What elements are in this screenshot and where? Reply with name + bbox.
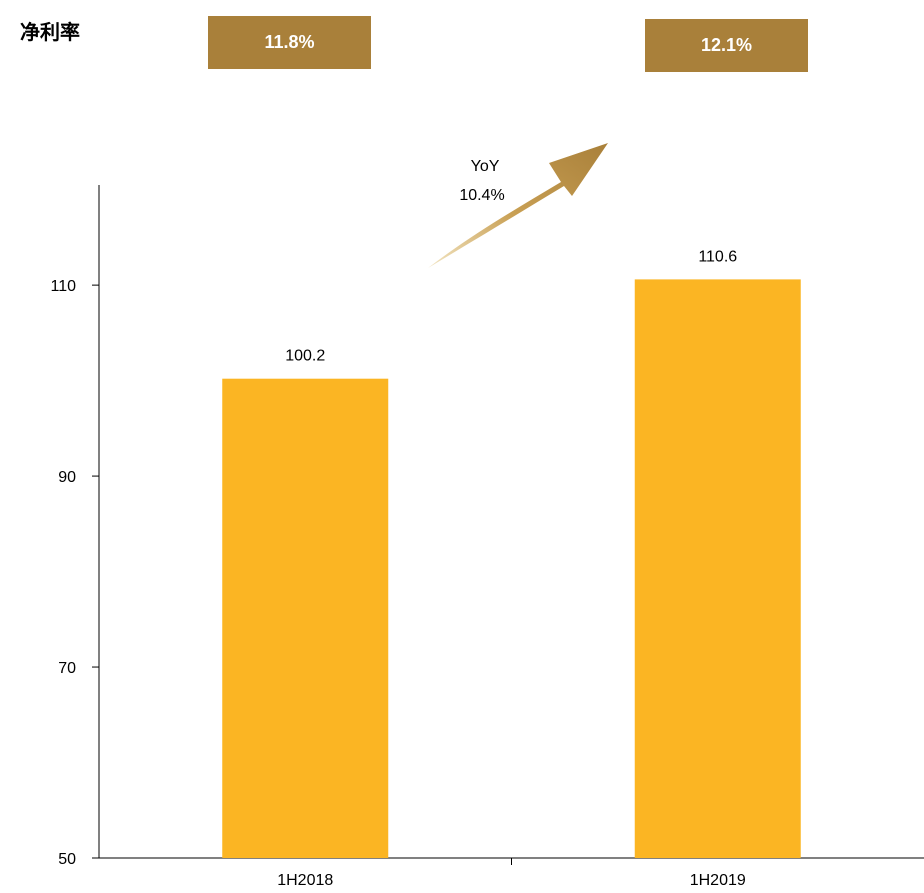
bar-1H2019: [634, 279, 801, 858]
y-tick-label: 70: [58, 660, 76, 677]
net-margin-box-1h2019: 12.1%: [645, 19, 808, 72]
yoy-value: 10.4%: [459, 187, 504, 204]
y-tick-label: 110: [50, 278, 76, 295]
net-margin-box-1h2018: 11.8%: [208, 16, 371, 69]
y-tick-label: 50: [58, 851, 76, 868]
yoy-label: YoY: [471, 158, 500, 175]
x-tick-label-1H2019: 1H2019: [690, 872, 746, 889]
data-label-1H2018: 100.2: [285, 348, 325, 365]
data-label-1H2019: 110.6: [698, 248, 737, 265]
growth-arrow: [428, 143, 608, 268]
x-tick-label-1H2018: 1H2018: [277, 872, 333, 889]
bar-1H2018: [222, 378, 389, 858]
y-tick-label: 90: [58, 469, 76, 486]
net-margin-label: 净利率: [20, 20, 80, 44]
